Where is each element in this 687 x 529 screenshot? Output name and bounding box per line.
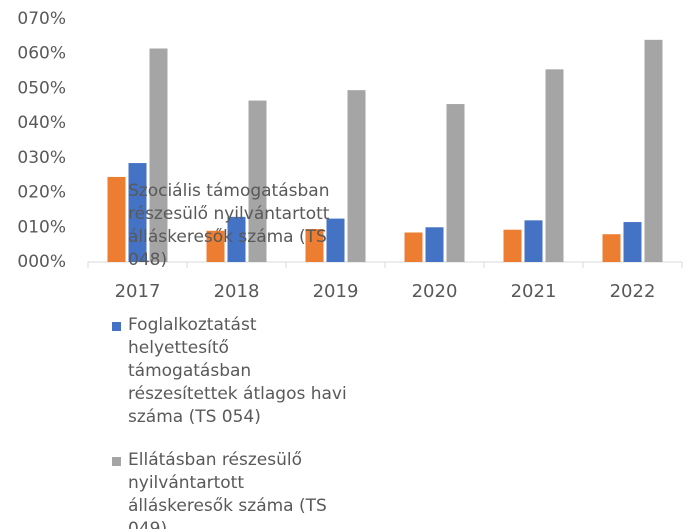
y-tick-label: 010%	[17, 217, 66, 237]
y-tick-label: 060%	[17, 44, 66, 64]
y-tick-label: 000%	[17, 252, 66, 272]
y-tick-label: 040%	[17, 113, 66, 133]
bar	[644, 39, 663, 263]
bar	[524, 220, 543, 262]
bar	[248, 100, 267, 262]
bar	[305, 229, 324, 262]
y-tick-label: 030%	[17, 148, 66, 168]
legend-entry: Szociális támogatásban részesülő nyilván…	[112, 180, 352, 272]
x-tick-label: 2022	[610, 281, 656, 302]
y-tick-label: 020%	[17, 183, 66, 203]
bar	[227, 216, 246, 262]
legend-label: Foglalkoztatást helyettesítő támogatásba…	[128, 315, 347, 427]
legend-swatch	[112, 188, 121, 197]
bar	[107, 176, 126, 262]
bar	[503, 229, 522, 262]
bar	[446, 104, 465, 262]
bar	[206, 230, 225, 262]
legend-label: Ellátásban részesülő nyilvántartott állá…	[128, 450, 327, 529]
legend-label: Szociális támogatásban részesülő nyilván…	[128, 181, 330, 270]
bar	[623, 222, 642, 262]
x-tick-label: 2019	[313, 281, 359, 302]
bar	[149, 48, 168, 262]
bar	[128, 163, 147, 262]
bar	[404, 232, 423, 262]
legend-swatch	[112, 457, 121, 466]
bar	[347, 90, 366, 263]
legend-swatch	[112, 322, 121, 331]
bar	[326, 218, 345, 262]
y-tick-label: 070%	[17, 9, 66, 29]
legend-entry: Ellátásban részesülő nyilvántartott állá…	[112, 449, 352, 529]
legend-entry: Foglalkoztatást helyettesítő támogatásba…	[112, 314, 352, 429]
bar	[545, 69, 564, 262]
x-tick-label: 2021	[511, 281, 557, 302]
x-tick-label: 2018	[214, 281, 260, 302]
x-tick-label: 2020	[412, 281, 458, 302]
bar	[425, 227, 444, 262]
x-tick-label: 2017	[115, 281, 161, 302]
y-tick-label: 050%	[17, 78, 66, 98]
bar	[602, 234, 621, 262]
